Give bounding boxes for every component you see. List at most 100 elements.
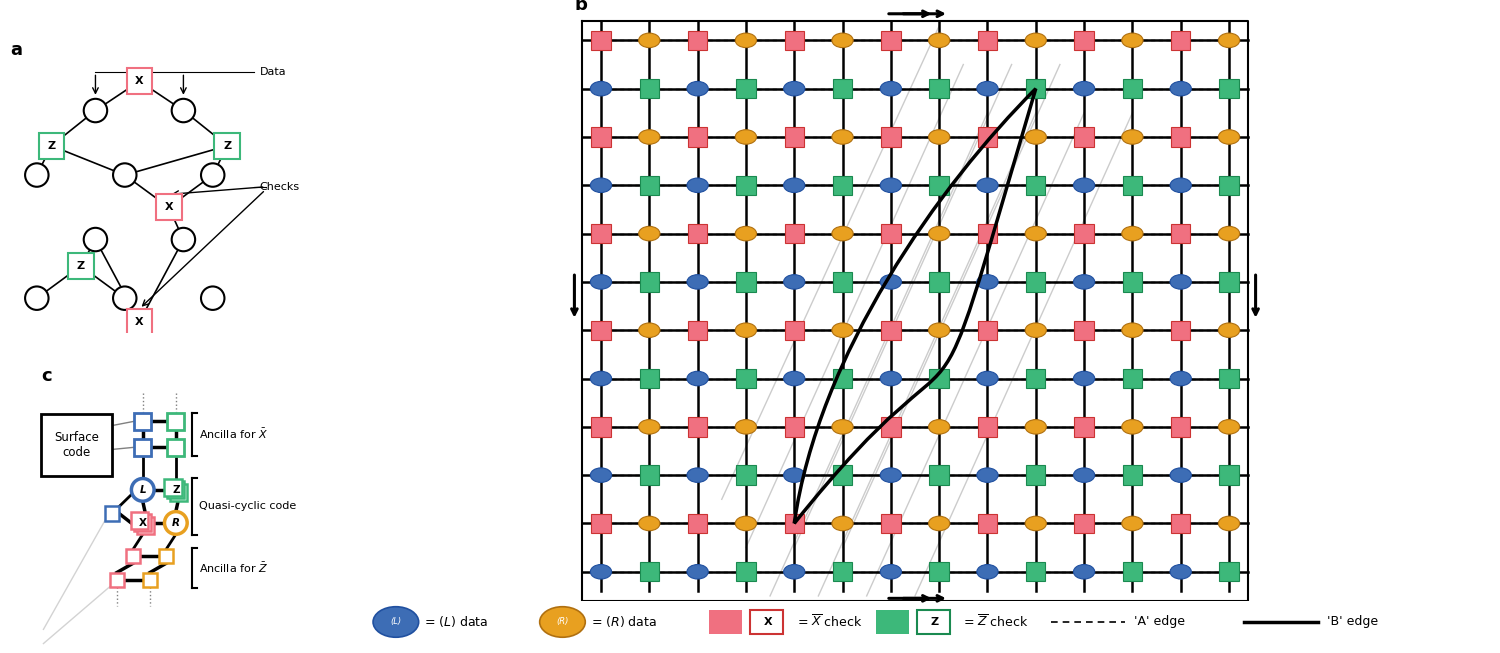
Ellipse shape [639, 130, 660, 144]
Ellipse shape [1024, 130, 1047, 144]
FancyBboxPatch shape [736, 79, 756, 99]
Ellipse shape [1074, 178, 1095, 193]
FancyBboxPatch shape [1220, 562, 1239, 581]
FancyBboxPatch shape [1220, 369, 1239, 388]
FancyBboxPatch shape [880, 224, 900, 244]
FancyBboxPatch shape [833, 466, 852, 485]
Text: X: X [764, 617, 772, 627]
Ellipse shape [1170, 82, 1191, 96]
Ellipse shape [783, 565, 806, 579]
Ellipse shape [783, 372, 806, 386]
FancyBboxPatch shape [639, 176, 658, 195]
FancyBboxPatch shape [591, 127, 610, 147]
Text: X: X [138, 518, 147, 528]
FancyBboxPatch shape [170, 484, 188, 502]
Text: R: R [172, 518, 180, 528]
FancyBboxPatch shape [688, 127, 708, 147]
Ellipse shape [833, 323, 854, 338]
FancyBboxPatch shape [134, 439, 152, 456]
FancyBboxPatch shape [930, 562, 950, 581]
Ellipse shape [1218, 227, 1239, 241]
FancyBboxPatch shape [880, 127, 900, 147]
FancyBboxPatch shape [978, 127, 998, 147]
Ellipse shape [976, 468, 998, 483]
FancyBboxPatch shape [1122, 369, 1142, 388]
Circle shape [201, 287, 225, 310]
FancyBboxPatch shape [591, 514, 610, 533]
FancyBboxPatch shape [1122, 562, 1142, 581]
Ellipse shape [639, 420, 660, 434]
FancyBboxPatch shape [750, 610, 783, 634]
Ellipse shape [591, 565, 612, 579]
FancyBboxPatch shape [978, 321, 998, 340]
FancyBboxPatch shape [736, 176, 756, 195]
Ellipse shape [735, 517, 756, 531]
Text: Data: Data [260, 67, 286, 78]
Ellipse shape [928, 227, 950, 241]
FancyBboxPatch shape [688, 224, 708, 244]
FancyBboxPatch shape [1026, 176, 1045, 195]
FancyBboxPatch shape [1172, 514, 1191, 533]
Ellipse shape [1170, 178, 1191, 193]
Ellipse shape [880, 565, 902, 579]
FancyBboxPatch shape [126, 69, 153, 94]
Ellipse shape [833, 420, 854, 434]
Ellipse shape [540, 607, 585, 637]
Text: X: X [165, 202, 172, 212]
FancyBboxPatch shape [1220, 176, 1239, 195]
Ellipse shape [976, 178, 998, 193]
FancyBboxPatch shape [1220, 466, 1239, 485]
Text: = $\overline{X}$ check: = $\overline{X}$ check [796, 614, 862, 630]
FancyBboxPatch shape [916, 610, 950, 634]
FancyBboxPatch shape [978, 224, 998, 244]
Ellipse shape [1170, 372, 1191, 386]
FancyBboxPatch shape [126, 309, 153, 334]
FancyBboxPatch shape [736, 562, 756, 581]
Circle shape [201, 163, 225, 187]
FancyBboxPatch shape [688, 321, 708, 340]
Ellipse shape [1218, 33, 1239, 48]
FancyBboxPatch shape [639, 562, 658, 581]
FancyBboxPatch shape [1074, 31, 1094, 50]
Ellipse shape [1074, 372, 1095, 386]
Ellipse shape [928, 130, 950, 144]
FancyBboxPatch shape [688, 31, 708, 50]
Ellipse shape [1024, 323, 1047, 338]
Ellipse shape [735, 130, 756, 144]
Ellipse shape [1170, 468, 1191, 483]
Text: = $\mathit{(R)}$ data: = $\mathit{(R)}$ data [591, 614, 657, 629]
FancyBboxPatch shape [142, 573, 158, 587]
FancyBboxPatch shape [1122, 79, 1142, 99]
Circle shape [84, 99, 106, 122]
FancyBboxPatch shape [1172, 224, 1191, 244]
Ellipse shape [880, 372, 902, 386]
FancyBboxPatch shape [688, 514, 708, 533]
Ellipse shape [591, 372, 612, 386]
FancyBboxPatch shape [833, 176, 852, 195]
FancyBboxPatch shape [1172, 127, 1191, 147]
FancyBboxPatch shape [736, 466, 756, 485]
Text: X: X [135, 317, 144, 326]
Ellipse shape [783, 468, 806, 483]
Ellipse shape [639, 33, 660, 48]
FancyBboxPatch shape [833, 369, 852, 388]
Text: (L): (L) [390, 618, 402, 626]
Ellipse shape [591, 468, 612, 483]
Ellipse shape [1170, 565, 1191, 579]
Ellipse shape [1170, 275, 1191, 289]
FancyBboxPatch shape [736, 272, 756, 292]
FancyBboxPatch shape [1172, 321, 1191, 340]
Text: 'B' edge: 'B' edge [1328, 616, 1378, 628]
Circle shape [171, 228, 195, 251]
FancyBboxPatch shape [784, 417, 804, 436]
Circle shape [132, 479, 154, 502]
FancyBboxPatch shape [639, 272, 658, 292]
Text: Z: Z [224, 141, 231, 151]
Ellipse shape [591, 82, 612, 96]
Ellipse shape [687, 372, 708, 386]
FancyBboxPatch shape [168, 413, 184, 430]
Ellipse shape [783, 82, 806, 96]
FancyBboxPatch shape [1172, 417, 1191, 436]
Ellipse shape [1122, 130, 1143, 144]
Ellipse shape [928, 420, 950, 434]
